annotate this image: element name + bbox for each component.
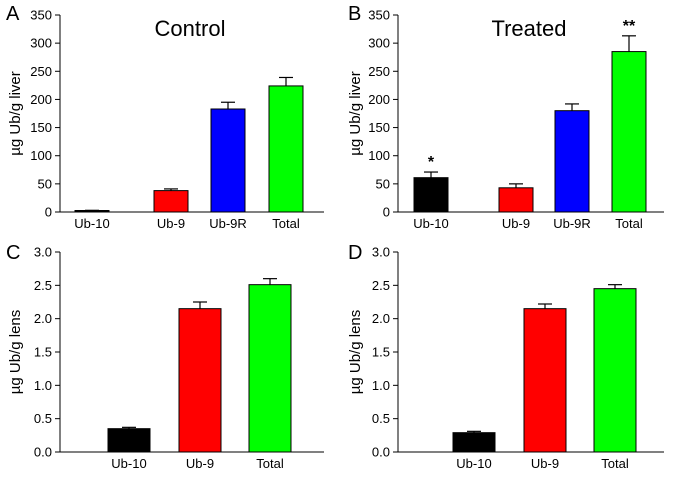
y-tick-label: 50	[38, 176, 52, 191]
category-label-ub-10: Ub-10	[413, 216, 448, 231]
panel-b: B Treated µg Ub/g liver 0 50 100 150 200 250 300 3…	[347, 3, 664, 231]
y-axis-label: µg Ub/g lens	[7, 310, 24, 395]
y-tick-label: 350	[368, 8, 390, 23]
category-label-total: Total	[272, 216, 300, 231]
category-label-ub-9: Ub-9	[531, 456, 559, 471]
y-tick-label: 0	[45, 205, 52, 220]
category-label-ub-9r: Ub-9R	[209, 216, 247, 231]
y-tick-label: 200	[368, 92, 390, 107]
y-tick-label: 2.5	[34, 278, 52, 293]
y-tick-label: 1.5	[372, 345, 390, 360]
y-tick-label: 2.5	[372, 278, 390, 293]
bar-ub-10	[107, 428, 151, 453]
category-label-ub-10: Ub-10	[456, 456, 491, 471]
bar-ub-9	[153, 190, 189, 213]
y-tick-label: 0	[383, 205, 390, 220]
y-tick-label: 0.0	[34, 445, 52, 460]
bar-ub-9r	[554, 110, 590, 213]
y-tick-label: 1.0	[34, 378, 52, 393]
bar-total	[611, 51, 647, 213]
chart-title: Treated	[491, 16, 566, 41]
panel-c: Cµg Ub/g lens 0.0 0.5 1.0 1.5 2.0 2.5 3.0 Ub-10 U…	[6, 242, 324, 471]
category-label-ub-10: Ub-10	[74, 216, 109, 231]
y-tick-label: 250	[368, 64, 390, 79]
y-tick-label: 100	[30, 148, 52, 163]
y-axis-label: µg Ub/g liver	[7, 71, 24, 156]
bar-ub-10	[413, 177, 449, 213]
category-label-total: Total	[615, 216, 643, 231]
panel-letter: A	[6, 3, 20, 25]
category-label-ub-9r: Ub-9R	[553, 216, 591, 231]
category-label-ub-9: Ub-9	[186, 456, 214, 471]
bar-ub-10	[452, 432, 496, 453]
y-tick-label: 300	[368, 36, 390, 51]
significance-mark-ub-10: *	[428, 154, 435, 171]
y-tick-label: 250	[30, 64, 52, 79]
y-axis-label: µg Ub/g lens	[347, 310, 364, 395]
y-tick-label: 100	[368, 148, 390, 163]
bar-ub-9r	[210, 108, 246, 213]
category-label-ub-9: Ub-9	[502, 216, 530, 231]
y-tick-label: 2.0	[34, 311, 52, 326]
bar-total	[248, 284, 292, 453]
y-tick-label: 200	[30, 92, 52, 107]
y-tick-label: 3.0	[372, 245, 390, 260]
panel-letter: B	[348, 3, 361, 25]
category-label-total: Total	[601, 456, 629, 471]
y-axis-label: µg Ub/g liver	[347, 71, 364, 156]
y-tick-label: 50	[376, 176, 390, 191]
significance-mark-total: **	[623, 18, 636, 35]
y-tick-label: 3.0	[34, 245, 52, 260]
bar-ub-9	[523, 308, 567, 453]
bar-ub-9	[498, 187, 534, 213]
category-label-ub-10: Ub-10	[111, 456, 146, 471]
bar-ub-9	[178, 308, 222, 453]
y-tick-label: 0.5	[372, 411, 390, 426]
y-tick-label: 300	[30, 36, 52, 51]
y-tick-label: 150	[368, 120, 390, 135]
chart-title: Control	[155, 16, 226, 41]
y-tick-label: 1.0	[372, 378, 390, 393]
y-tick-label: 0.0	[372, 445, 390, 460]
y-tick-label: 1.5	[34, 345, 52, 360]
panel-d: Dµg Ub/g lens 0.0 0.5 1.0 1.5 2.0 2.5 3.0 Ub-10 U…	[347, 242, 664, 471]
bar-ub-10	[74, 210, 110, 213]
y-tick-label: 2.0	[372, 311, 390, 326]
bar-total	[593, 288, 637, 453]
y-tick-label: 0.5	[34, 411, 52, 426]
category-label-total: Total	[256, 456, 284, 471]
y-tick-label: 350	[30, 8, 52, 23]
panel-letter: C	[6, 242, 20, 264]
panel-a: A Control µg Ub/g liver 0 50 100 150 200 250 300 3…	[6, 3, 324, 231]
panel-letter: D	[348, 242, 362, 264]
y-tick-label: 150	[30, 120, 52, 135]
bar-total	[268, 85, 304, 213]
category-label-ub-9: Ub-9	[157, 216, 185, 231]
